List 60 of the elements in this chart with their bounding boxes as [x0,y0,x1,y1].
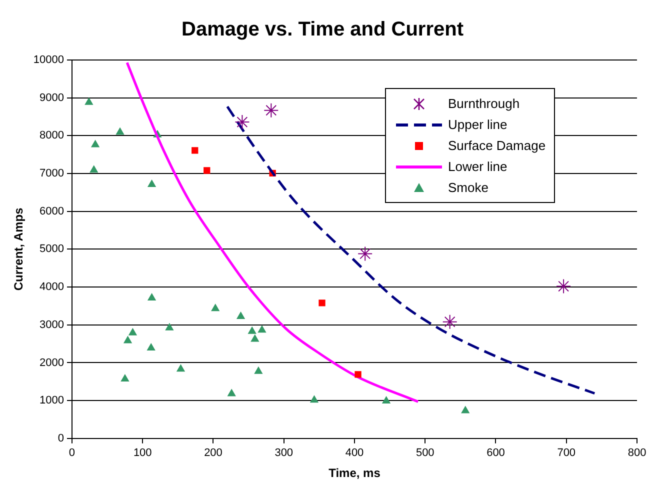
legend-label: Lower line [448,159,508,174]
point [264,102,279,118]
y-tick-label: 9000 [40,92,64,104]
y-tick-label: 6000 [40,205,64,218]
point [91,140,100,148]
point [442,314,458,330]
x-tick-label: 400 [345,447,364,460]
point [382,396,390,404]
legend-label: Surface Damage [448,138,546,153]
point [204,167,210,174]
y-tick-label: 7000 [40,168,64,180]
point [236,312,245,320]
x-tick-label: 700 [557,447,576,460]
point [248,326,256,334]
x-tick-label: 800 [628,447,646,460]
line-series [126,61,420,403]
point [90,166,98,173]
legend-label: Burnthrough [448,96,520,111]
chart-title: Damage vs. Time and Current [182,18,464,41]
point [234,114,250,130]
x-tick-label: 200 [204,447,222,460]
point [228,389,236,396]
y-tick-label: 2000 [40,356,64,369]
point [358,246,373,262]
legend-label: Upper line [448,117,508,132]
x-axis-title: Time, ms [328,466,381,480]
x-tick-label: 500 [416,447,434,460]
point [461,406,470,414]
point [128,328,137,336]
point [556,278,572,294]
point [176,364,185,372]
point [165,323,174,330]
y-tick-label: 1000 [40,394,64,407]
point [120,374,129,382]
point [211,304,220,312]
y-axis-title: Current, Amps [12,207,26,291]
x-tick-label: 100 [133,447,152,460]
legend-label: Smoke [448,180,488,195]
point [192,147,198,154]
point [254,366,262,374]
point [116,128,124,135]
point [148,294,156,301]
y-tick-label: 8000 [40,130,64,142]
point [310,396,318,403]
y-tick-label: 3000 [40,318,64,331]
point [250,334,259,342]
x-tick-label: 600 [486,447,505,460]
point [148,180,156,187]
point [84,98,93,105]
y-tick-label: 4000 [40,281,64,294]
point [354,371,362,378]
point [258,326,266,333]
x-tick-label: 300 [274,447,294,460]
y-tick-label: 0 [58,432,64,444]
x-tick-label: 0 [68,447,76,460]
y-tick-label: 10000 [33,54,64,66]
y-tick-label: 5000 [40,243,64,256]
point [147,343,156,350]
point [318,300,326,306]
point [124,336,132,344]
